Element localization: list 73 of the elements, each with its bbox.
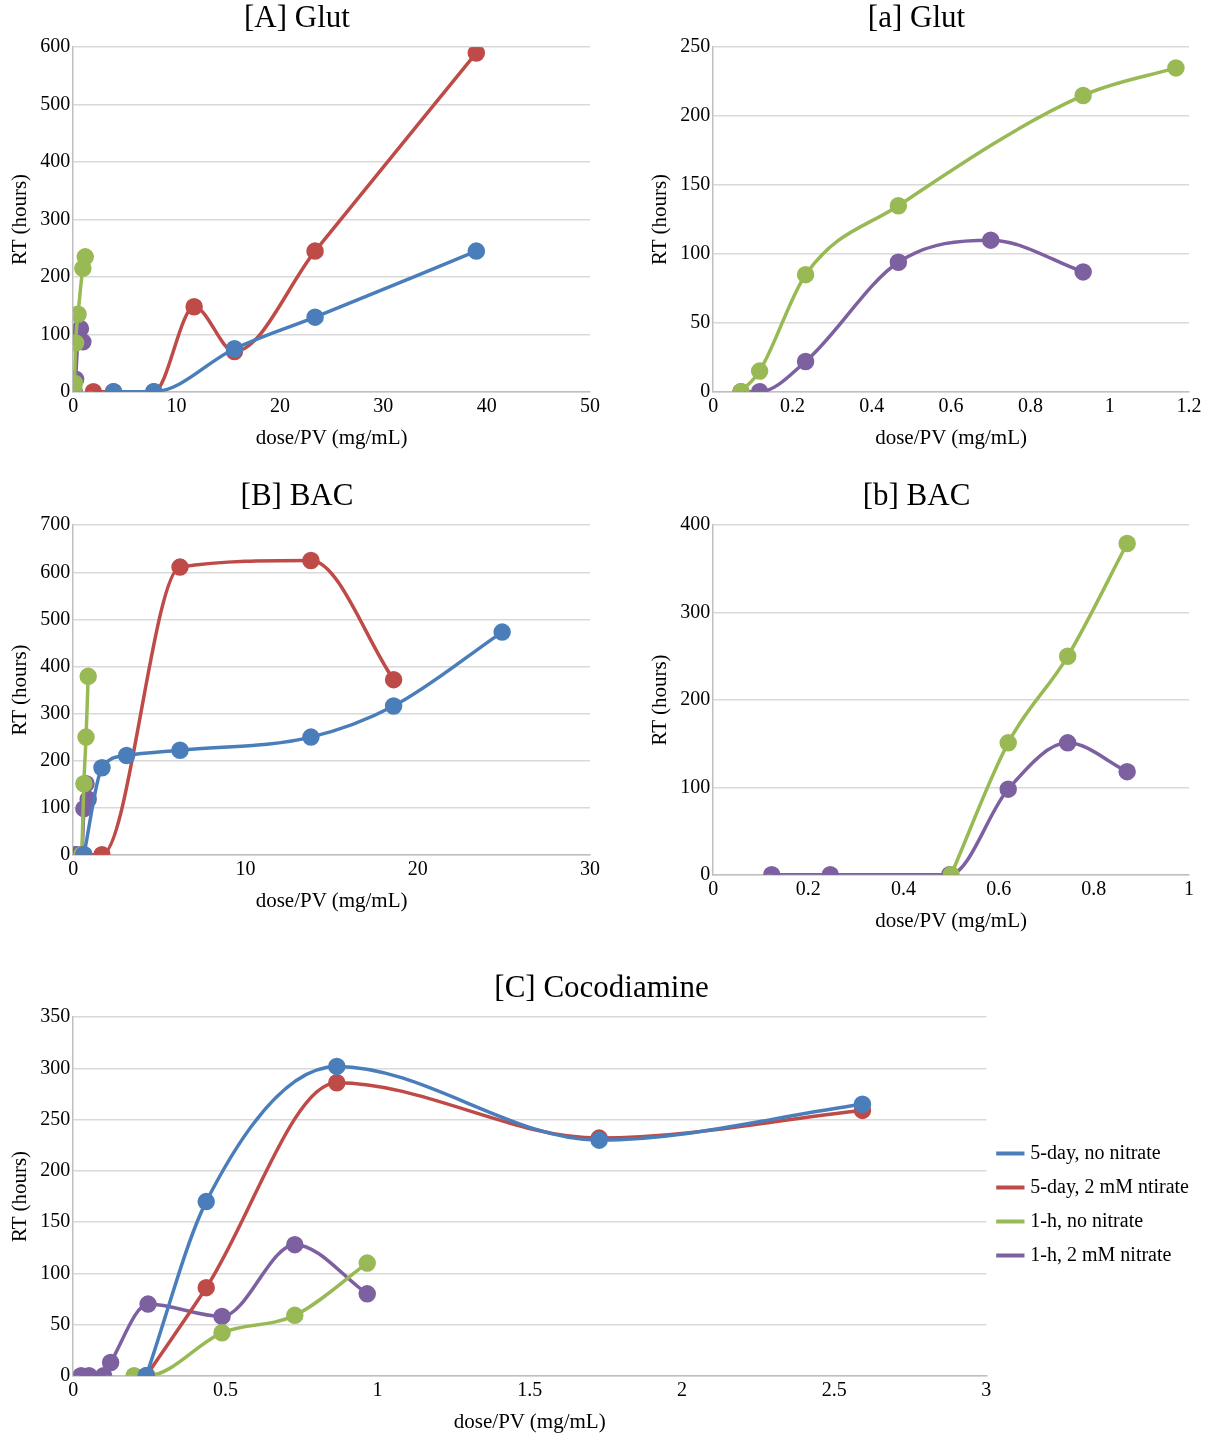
y-tick-label: 300 [40,700,71,723]
y-tick-label: 200 [40,1158,71,1181]
x-tick-label: 2.5 [821,1378,847,1401]
y-tick-label: 100 [40,321,71,344]
x-tick-label: 1.2 [1176,394,1202,417]
x-axis-title: dose/PV (mg/mL) [255,424,408,449]
x-tick-label: 3 [981,1378,992,1401]
legend-label: 5-day, no nitrate [1030,1140,1161,1164]
y-tick-label: 300 [680,599,711,622]
x-axis-title: dose/PV (mg/mL) [875,424,1028,449]
x-tick-label: 0.2 [795,877,821,900]
y-tick-label: 500 [40,606,71,629]
chart-title: [a] Glut [867,0,966,34]
x-tick-label: 10 [235,857,256,880]
x-tick-label: 50 [580,394,600,417]
x-tick-label: 0.4 [891,877,917,900]
x-tick-label: 30 [373,394,394,417]
x-axis-title: dose/PV (mg/mL) [875,907,1028,932]
y-axis-title: RT (hours) [647,173,672,266]
x-tick-label: 2 [676,1378,687,1401]
y-axis-title: RT (hours) [7,1150,32,1243]
chart-title: [C] Cocodiamine [494,968,709,1004]
x-tick-label: 0.8 [1017,394,1043,417]
x-tick-label: 0.2 [780,394,805,417]
legend-label: 1-h, no nitrate [1030,1208,1144,1231]
y-tick-label: 400 [40,653,71,676]
chart-title: [A] Glut [244,0,351,34]
x-tick-label: 20 [407,857,428,880]
y-tick-label: 400 [40,149,71,172]
x-tick-label: 1 [372,1378,383,1401]
y-tick-label: 50 [50,1311,71,1334]
y-tick-label: 400 [680,512,711,535]
legend-label: 1-h, 2 mM nitrate [1030,1242,1172,1265]
x-tick-label: 30 [580,857,600,880]
x-tick-label: 1.5 [517,1378,543,1401]
y-tick-label: 300 [40,1055,71,1078]
y-tick-label: 500 [40,91,71,114]
x-tick-label: 40 [476,394,497,417]
y-tick-label: 300 [40,206,71,229]
y-tick-label: 150 [40,1209,71,1232]
y-tick-label: 100 [40,794,71,817]
y-tick-label: 600 [40,559,71,582]
y-tick-label: 200 [40,264,71,287]
x-tick-label: 1 [1104,394,1115,417]
y-tick-label: 250 [40,1106,71,1129]
x-axis-title: dose/PV (mg/mL) [453,1408,606,1433]
y-tick-label: 600 [40,34,71,57]
y-tick-label: 200 [40,747,71,770]
y-tick-label: 100 [40,1260,71,1283]
x-tick-label: 10 [166,394,187,417]
chart-title: [B] BAC [240,476,354,512]
x-tick-label: 0.6 [938,394,964,417]
y-tick-label: 150 [680,172,711,195]
y-axis-title: RT (hours) [7,173,32,266]
x-tick-label: 0.5 [212,1378,238,1401]
x-tick-label: 0.4 [859,394,885,417]
chart-title: [b] BAC [862,476,971,512]
y-tick-label: 700 [40,512,71,535]
x-tick-label: 1 [1184,877,1194,900]
y-axis-title: RT (hours) [7,644,32,736]
y-tick-label: 200 [680,103,711,126]
y-tick-label: 350 [40,1004,71,1027]
x-tick-label: 0.8 [1081,877,1107,900]
y-tick-label: 50 [690,310,711,333]
x-tick-label: 0.6 [986,877,1012,900]
y-tick-label: 100 [680,241,711,264]
x-axis-title: dose/PV (mg/mL) [255,887,408,912]
y-axis-title: RT (hours) [647,654,672,746]
x-tick-label: 20 [269,394,290,417]
y-tick-label: 250 [680,34,711,57]
y-tick-label: 200 [680,687,711,710]
y-tick-label: 100 [680,774,711,797]
legend-label: 5-day, 2 mM ntirate [1030,1174,1190,1198]
